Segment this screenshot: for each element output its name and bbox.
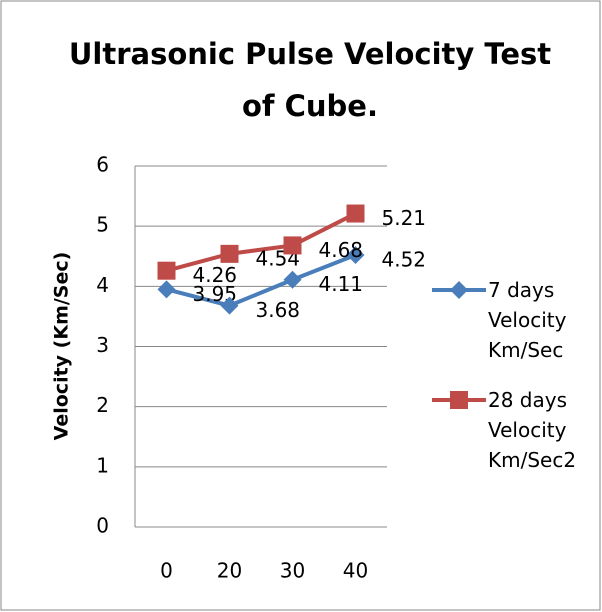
point (346, 204, 365, 223)
y-axis-label: Velocity (Km/Sec) (51, 252, 73, 441)
point (283, 236, 302, 255)
series-line (166, 253, 357, 308)
series-line (165, 211, 357, 273)
x-tick-label: 0 (160, 559, 173, 583)
data-label: 4.11 (319, 272, 364, 296)
legend-label: 28 days Velocity Km/Sec2 (488, 388, 577, 472)
x-tick-label: 40 (343, 559, 368, 583)
data-label: 4.68 (319, 238, 364, 262)
y-tick-label: 6 (96, 153, 109, 177)
point (157, 261, 176, 280)
point (283, 270, 302, 289)
x-tick-label: 20 (217, 559, 242, 583)
point (220, 296, 239, 315)
y-tick-label: 4 (96, 273, 109, 297)
data-label: 4.26 (193, 263, 238, 287)
y-tick-label: 2 (96, 393, 109, 417)
point (157, 280, 176, 299)
point (220, 244, 239, 263)
data-label: 4.52 (382, 248, 427, 272)
y-tick-label: 1 (96, 453, 109, 477)
x-tick-label: 30 (280, 559, 305, 583)
y-tick-label: 0 (96, 514, 109, 538)
legend-marker (450, 281, 468, 299)
data-label: 3.68 (256, 298, 301, 322)
data-label: 5.21 (382, 206, 427, 230)
y-tick-label: 5 (96, 213, 109, 237)
point (346, 246, 365, 265)
legend-label: 7 days Velocity Km/Sec (488, 278, 567, 362)
y-tick-label: 3 (96, 333, 109, 357)
legend-marker (450, 391, 468, 409)
chart-title: Ultrasonic Pulse Velocity Test of Cube. (68, 37, 552, 123)
